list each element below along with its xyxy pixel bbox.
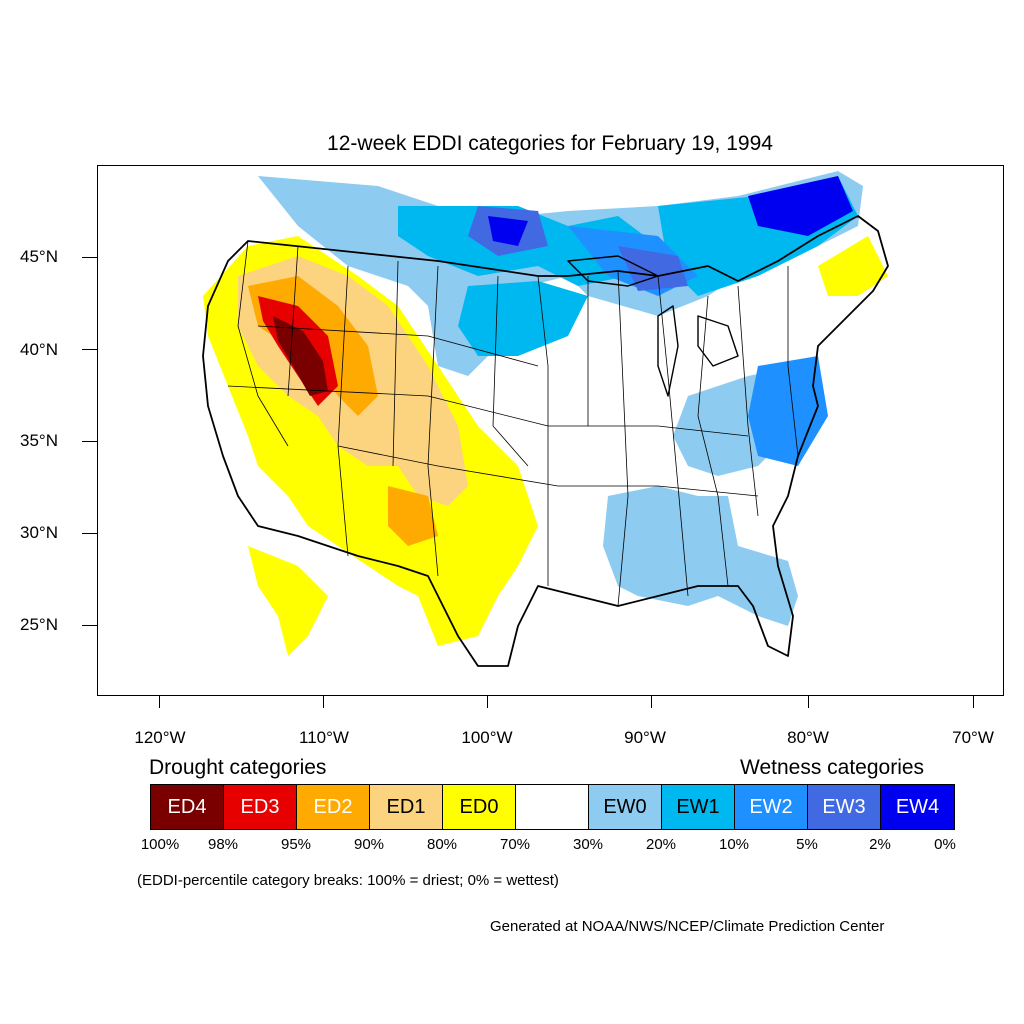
drought-regions [203,236,888,656]
percentile-label: 95% [280,836,312,853]
legend-box-ew0: EW0 [589,785,662,829]
percentile-label: 0% [934,836,956,853]
ed2-southwest-region [388,486,438,546]
lat-label-45n: 45°N [20,247,58,266]
eddi-map [202,171,889,667]
lat-label-25n: 25°N [20,615,58,634]
percentile-label: 5% [796,836,818,853]
legend-box-ed1: ED1 [370,785,443,829]
lat-tick [82,625,97,626]
credit-line: Generated at NOAA/NWS/NCEP/Climate Predi… [490,918,885,935]
state-lines [227,240,799,607]
lon-label-120w: 120°W [134,728,186,747]
lon-tick [487,696,488,708]
lake-michigan [657,305,679,397]
lon-label-110w: 110°W [299,728,349,747]
lat-tick [82,441,97,442]
national-border [202,215,889,667]
lon-label-90w: 90°W [624,728,666,747]
lon-tick [323,696,324,708]
category-break-note: (EDDI-percentile category breaks: 100% =… [137,872,559,889]
lat-label-40n: 40°N [20,340,58,359]
legend-box-ed2: ED2 [297,785,370,829]
ed0-southwest-region [248,546,328,656]
lon-tick [159,696,160,708]
lon-tick [808,696,809,708]
legend-box-ew2: EW2 [735,785,808,829]
ed0-maine-region [818,236,888,296]
lon-tick [973,696,974,708]
percentile-label: 100% [140,836,180,853]
percentile-label: 90% [353,836,385,853]
legend-box-ed3: ED3 [224,785,297,829]
legend-box-ew1: EW1 [662,785,735,829]
lat-tick [82,257,97,258]
category-legend: ED4 ED3 ED2 ED1 ED0 EW0 EW1 EW2 EW3 EW4 [150,784,955,830]
map-title: 12-week EDDI categories for February 19,… [327,132,773,155]
boundaries [202,215,889,667]
lon-tick [651,696,652,708]
lake-huron [697,315,739,367]
wetness-categories-title: Wetness categories [740,756,925,779]
percentile-label: 20% [645,836,677,853]
lat-label-35n: 35°N [20,431,58,450]
ed4-region [273,316,328,396]
legend-box-ed0: ED0 [443,785,516,829]
ew1-plains-region [458,281,588,356]
percentile-label: 30% [572,836,604,853]
lat-tick [82,533,97,534]
legend-box-ew3: EW3 [808,785,881,829]
ew3-lakes-region [618,246,688,291]
lon-label-100w: 100°W [461,728,513,747]
lat-tick [82,349,97,350]
ew0-southeast-region [603,486,798,626]
lon-label-80w: 80°W [787,728,829,747]
legend-box-ed4: ED4 [151,785,224,829]
map-panel [97,165,1004,696]
percentile-label: 80% [426,836,458,853]
lake-superior [567,255,659,287]
ew4-north-region [488,216,528,246]
drought-categories-title: Drought categories [149,756,327,779]
lat-label-30n: 30°N [20,523,58,542]
lon-label-70w: 70°W [952,728,994,747]
percentile-label: 2% [869,836,891,853]
percentile-label: 70% [499,836,531,853]
legend-box-normal [516,785,589,829]
percentile-label: 98% [207,836,239,853]
legend-box-ew4: EW4 [881,785,954,829]
ew2-appalachia-region [748,356,828,466]
ew4-maine-region [748,176,853,236]
wetness-regions [258,171,863,626]
percentile-label: 10% [718,836,750,853]
